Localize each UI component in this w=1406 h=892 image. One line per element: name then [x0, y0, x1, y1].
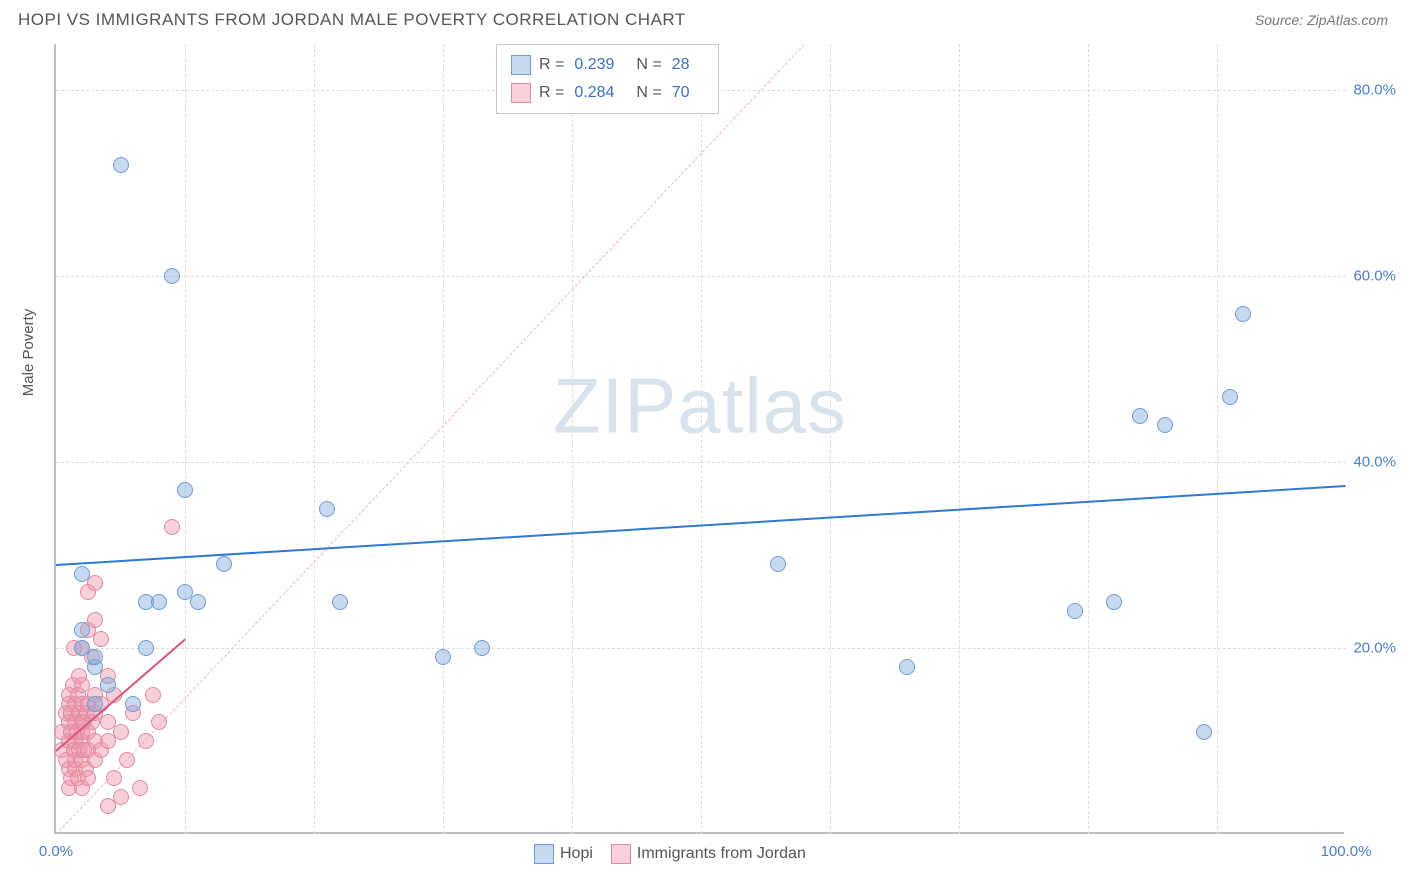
legend-label-jordan: Immigrants from Jordan — [637, 845, 806, 863]
point-hopi — [125, 696, 141, 712]
series-legend: Hopi Immigrants from Jordan — [534, 844, 806, 864]
point-hopi — [435, 649, 451, 665]
gridline-v — [1217, 44, 1218, 834]
legend-item-jordan: Immigrants from Jordan — [611, 844, 806, 864]
y-axis-label: Male Poverty — [20, 309, 37, 397]
point-hopi — [164, 268, 180, 284]
x-tick-label: 0.0% — [39, 843, 73, 860]
r-value-jordan: 0.284 — [574, 79, 614, 107]
gridline-v — [314, 44, 315, 834]
point-hopi — [177, 482, 193, 498]
chart-title: HOPI VS IMMIGRANTS FROM JORDAN MALE POVE… — [18, 10, 686, 30]
point-jordan — [164, 519, 180, 535]
plot-area: ZIPatlas R = 0.239 N = 28 R = 0.284 N = … — [54, 44, 1344, 834]
y-tick-label: 20.0% — [1348, 640, 1396, 657]
point-hopi — [1106, 594, 1122, 610]
stats-row-hopi: R = 0.239 N = 28 — [511, 51, 704, 79]
plot-container: ZIPatlas R = 0.239 N = 28 R = 0.284 N = … — [54, 44, 1394, 834]
point-hopi — [1067, 603, 1083, 619]
legend-item-hopi: Hopi — [534, 844, 593, 864]
r-value-hopi: 0.239 — [574, 51, 614, 79]
y-tick-label: 40.0% — [1348, 454, 1396, 471]
gridline-v — [959, 44, 960, 834]
x-tick-label: 100.0% — [1321, 843, 1372, 860]
point-hopi — [190, 594, 206, 610]
watermark: ZIPatlas — [553, 361, 847, 452]
point-hopi — [899, 659, 915, 675]
y-tick-label: 60.0% — [1348, 268, 1396, 285]
point-jordan — [87, 575, 103, 591]
point-jordan — [151, 714, 167, 730]
source-label: Source: ZipAtlas.com — [1255, 12, 1388, 28]
swatch-jordan — [511, 83, 531, 103]
point-hopi — [770, 556, 786, 572]
point-hopi — [474, 640, 490, 656]
gridline-v — [1088, 44, 1089, 834]
point-hopi — [74, 622, 90, 638]
point-hopi — [151, 594, 167, 610]
point-jordan — [138, 733, 154, 749]
point-jordan — [119, 752, 135, 768]
point-hopi — [87, 696, 103, 712]
point-hopi — [1157, 417, 1173, 433]
n-value-hopi: 28 — [672, 51, 690, 79]
point-hopi — [1235, 306, 1251, 322]
point-jordan — [80, 770, 96, 786]
point-hopi — [1132, 408, 1148, 424]
point-jordan — [145, 687, 161, 703]
legend-label-hopi: Hopi — [560, 845, 593, 863]
point-hopi — [74, 566, 90, 582]
stats-legend: R = 0.239 N = 28 R = 0.284 N = 70 — [496, 44, 719, 114]
point-hopi — [1196, 724, 1212, 740]
gridline-v — [185, 44, 186, 834]
point-jordan — [93, 631, 109, 647]
point-jordan — [113, 724, 129, 740]
point-hopi — [1222, 389, 1238, 405]
gridline-v — [443, 44, 444, 834]
point-hopi — [100, 677, 116, 693]
point-hopi — [319, 501, 335, 517]
point-hopi — [87, 649, 103, 665]
swatch-hopi — [511, 55, 531, 75]
swatch-hopi — [534, 844, 554, 864]
point-jordan — [113, 789, 129, 805]
point-jordan — [106, 770, 122, 786]
point-jordan — [132, 780, 148, 796]
point-hopi — [113, 157, 129, 173]
point-hopi — [216, 556, 232, 572]
point-hopi — [138, 640, 154, 656]
stats-row-jordan: R = 0.284 N = 70 — [511, 79, 704, 107]
point-hopi — [332, 594, 348, 610]
swatch-jordan — [611, 844, 631, 864]
y-tick-label: 80.0% — [1348, 82, 1396, 99]
n-value-jordan: 70 — [672, 79, 690, 107]
